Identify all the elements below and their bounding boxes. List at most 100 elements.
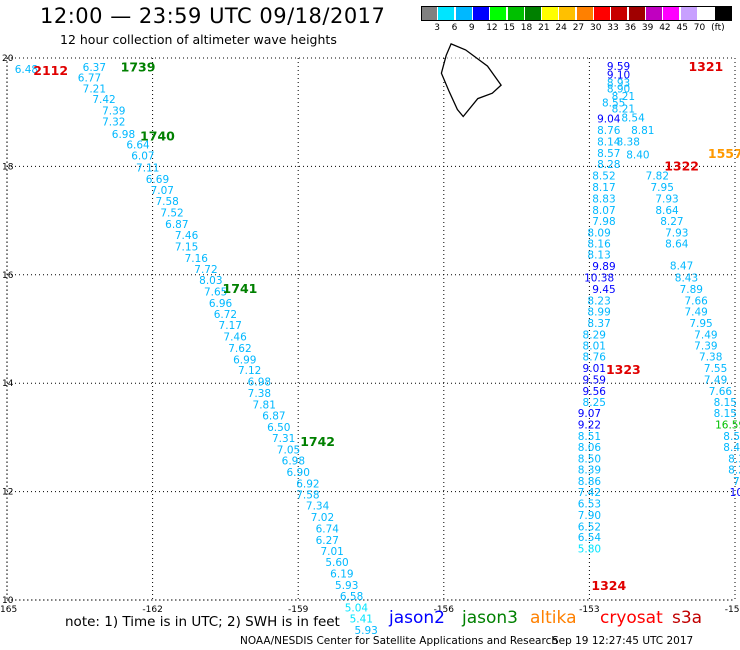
wave-height-value: 9.45 bbox=[592, 284, 615, 296]
wave-height-value: 7.49 bbox=[704, 374, 727, 386]
pass-number-label: 1324 bbox=[591, 578, 626, 593]
wave-height-value: 8.29 bbox=[583, 329, 606, 341]
wave-height-value: 7.02 bbox=[311, 512, 334, 524]
wave-height-value: 7.66 bbox=[709, 386, 733, 398]
wave-height-value: 6.87 bbox=[262, 411, 285, 423]
wave-height-value: 6.07 bbox=[131, 151, 154, 163]
wave-height-value: 7.59 bbox=[733, 476, 740, 488]
wave-height-value: 8.42 bbox=[723, 442, 740, 454]
wave-height-value: 8.99 bbox=[587, 307, 610, 319]
scale-label: 39 bbox=[641, 23, 654, 33]
wave-height-value: 8.09 bbox=[587, 228, 610, 240]
wave-height-value: 8.27 bbox=[660, 216, 683, 228]
wave-height-value: 8.76 bbox=[597, 125, 621, 137]
wave-height-value: 7.38 bbox=[699, 352, 722, 364]
wave-height-value: 7.38 bbox=[248, 388, 271, 400]
legend-jason2: jason2 bbox=[389, 608, 445, 628]
wave-height-value: 7.98 bbox=[592, 216, 615, 228]
y-tick-label: 12 bbox=[2, 488, 13, 498]
wave-height-value: 7.39 bbox=[694, 340, 717, 352]
wave-height-value: 9.22 bbox=[578, 419, 601, 431]
wave-height-value: 8.93 bbox=[607, 77, 630, 89]
wave-height-value: 9.04 bbox=[597, 114, 621, 126]
wave-height-value: 8.57 bbox=[597, 148, 620, 160]
wave-height-value: 8.38 bbox=[617, 136, 640, 148]
wave-height-value: 6.98 bbox=[112, 129, 135, 141]
wave-height-value: 8.21 bbox=[612, 91, 635, 103]
scale-swatch bbox=[524, 6, 541, 20]
wave-height-value: 7.34 bbox=[306, 501, 330, 513]
credit-line: NOAA/NESDIS Center for Satellite Applica… bbox=[240, 635, 558, 647]
wave-height-value: 5.04 bbox=[345, 603, 369, 615]
scale-label: 12 bbox=[486, 23, 498, 33]
scale-swatch bbox=[576, 6, 593, 20]
wave-height-value: 5.60 bbox=[325, 557, 348, 569]
wave-height-value: 8.26 bbox=[728, 464, 740, 476]
wave-height-value: 6.74 bbox=[316, 523, 340, 535]
wave-height-value: 7.42 bbox=[92, 94, 115, 106]
pass-number-label: 2112 bbox=[33, 63, 68, 78]
scale-label: 70 bbox=[693, 23, 706, 33]
wave-height-value: 8.52 bbox=[592, 171, 615, 183]
wave-height-value: 6.37 bbox=[83, 62, 106, 74]
wave-height-value: 6.87 bbox=[165, 219, 188, 231]
x-tick-label: -159 bbox=[288, 605, 309, 615]
wave-height-value: 6.98 bbox=[282, 456, 305, 468]
generated-timestamp: Sep 19 12:27:45 UTC 2017 bbox=[552, 635, 694, 647]
scale-label: 15 bbox=[503, 23, 515, 33]
wave-height-value: 7.01 bbox=[320, 546, 343, 558]
wave-height-value: 8.21 bbox=[612, 103, 635, 115]
scale-swatch bbox=[455, 6, 472, 20]
legend-s3a: s3a bbox=[672, 608, 703, 628]
scale-swatch bbox=[680, 6, 697, 20]
scale-swatch bbox=[472, 6, 489, 20]
wave-height-value: 8.23 bbox=[587, 295, 610, 307]
wave-height-value: 7.62 bbox=[228, 343, 251, 355]
wave-height-value: 9.07 bbox=[578, 408, 601, 420]
wave-height-value: 6.48 bbox=[15, 64, 38, 76]
wave-height-value: 6.99 bbox=[233, 354, 256, 366]
scale-swatch bbox=[490, 6, 507, 20]
y-tick-label: 10 bbox=[2, 596, 14, 606]
scale-label: 27 bbox=[572, 23, 585, 33]
wave-height-value: 5.93 bbox=[354, 625, 377, 637]
wave-height-value: 8.15 bbox=[714, 397, 737, 409]
wave-height-value: 9.56 bbox=[583, 386, 607, 398]
wave-height-value: 7.46 bbox=[175, 230, 199, 242]
x-tick-label: -150 bbox=[725, 605, 740, 615]
scale-swatch bbox=[697, 6, 714, 20]
pass-number-label: 1740 bbox=[140, 129, 175, 144]
y-tick-label: 20 bbox=[2, 54, 14, 64]
wave-height-value: 6.96 bbox=[209, 298, 233, 310]
wave-height-value: 7.15 bbox=[175, 242, 198, 254]
wave-height-value: 6.58 bbox=[340, 591, 363, 603]
wave-height-value: 9.10 bbox=[607, 69, 630, 81]
pass-number-label: 1741 bbox=[223, 281, 258, 296]
wave-height-value: 7.52 bbox=[160, 207, 183, 219]
wave-height-value: 8.25 bbox=[583, 397, 606, 409]
wave-height-value: 7.32 bbox=[102, 116, 125, 128]
scale-swatch bbox=[507, 6, 524, 20]
pass-number-label: 1323 bbox=[606, 362, 641, 377]
wave-height-value: 8.14 bbox=[597, 136, 621, 148]
wave-height-value: 7.89 bbox=[680, 284, 703, 296]
y-tick-label: 18 bbox=[2, 162, 14, 172]
wave-height-value: 8.06 bbox=[578, 442, 602, 454]
wave-height-value: 9.89 bbox=[592, 261, 615, 273]
wave-height-value: 8.37 bbox=[587, 318, 610, 330]
scale-label: 18 bbox=[520, 23, 533, 33]
scale-swatch bbox=[542, 6, 559, 20]
x-tick-label: -153 bbox=[579, 605, 599, 615]
wave-height-value: 8.17 bbox=[592, 182, 615, 194]
wave-height-value: 8.86 bbox=[578, 476, 602, 488]
legend-altika: altika bbox=[530, 608, 577, 628]
y-tick-label: 16 bbox=[2, 271, 14, 281]
scale-swatch bbox=[663, 6, 680, 20]
scale-swatch bbox=[438, 6, 455, 20]
wave-height-value: 8.13 bbox=[587, 250, 610, 262]
wave-height-value: 9.59 bbox=[583, 374, 606, 386]
wave-height-value: 6.19 bbox=[330, 568, 353, 580]
wave-height-value: 7.58 bbox=[296, 489, 319, 501]
wave-height-value: 8.47 bbox=[670, 261, 693, 273]
